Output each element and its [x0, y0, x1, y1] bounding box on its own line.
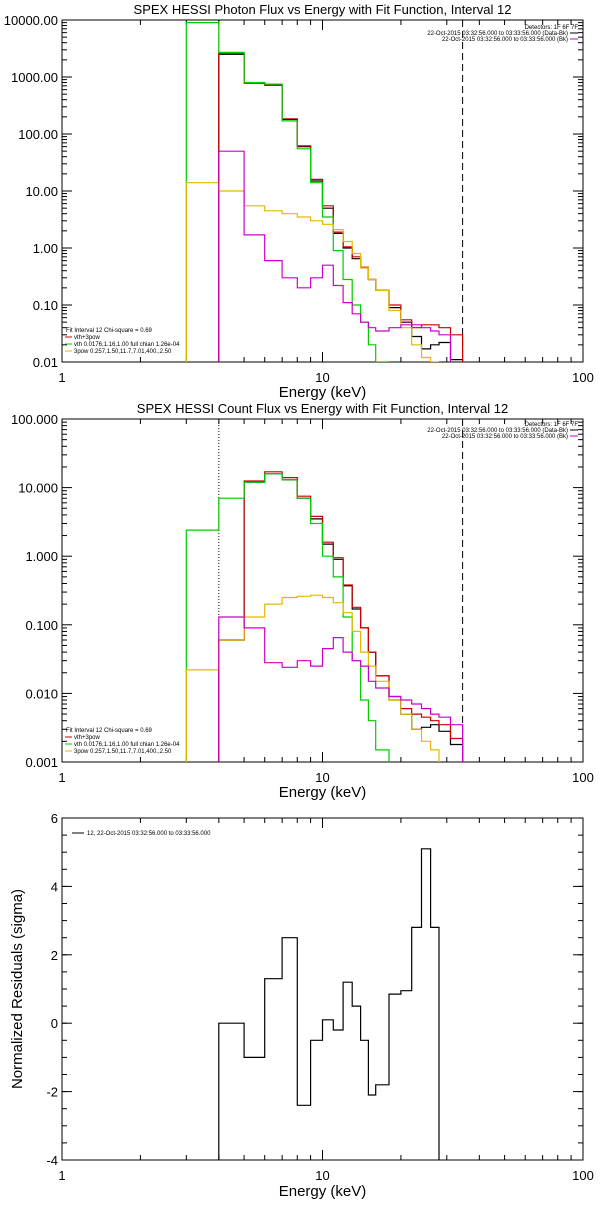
x-axis-label: Energy (keV)	[279, 384, 367, 401]
legend-text: vth 0.0176,1.16,1.00 full chian 1.26e-04	[74, 342, 180, 348]
data-series-group	[185, 22, 464, 362]
y-tick-label: 10.00	[25, 184, 58, 199]
header-text: 22-Oct-2015 03:32:56.000 to 03:33:56.000…	[427, 428, 568, 434]
series-background	[218, 616, 464, 762]
series-vth+3pow	[218, 52, 464, 362]
y-tick-label: 1000.00	[11, 70, 58, 85]
y-tick-label: 1.00	[33, 241, 58, 256]
legend-text: 12, 22-Oct-2015 03:32:56.000 to 03:33:56…	[87, 831, 211, 837]
y-tick-label: -2	[46, 1085, 58, 1100]
plot-frame	[61, 817, 584, 1161]
y-tick-label: 0.001	[25, 755, 58, 770]
x-tick-label: 100	[572, 1168, 594, 1183]
header-text: 22-Oct-2015 03:32:56.000 to 03:33:56.000…	[442, 434, 568, 440]
y-axis-label: Normalized Residuals (sigma)	[9, 889, 26, 1089]
series-residuals	[218, 848, 440, 1160]
chart-panel-1: SPEX HESSI Photon Flux vs Energy with Fi…	[4, 2, 594, 401]
series-3pow	[185, 594, 440, 762]
x-tick-label: 1	[58, 370, 65, 385]
series-3pow	[185, 182, 439, 362]
y-tick-label: 100.00	[18, 127, 58, 142]
legend-text: Fit Interval 12 Chi-square = 0.69	[66, 328, 153, 334]
data-series-group	[185, 471, 464, 762]
y-tick-label: 4	[51, 879, 58, 894]
x-tick-label: 1	[58, 770, 65, 785]
y-tick-label: 0	[51, 1016, 58, 1031]
x-tick-label: 10	[315, 770, 329, 785]
y-tick-label: 0.100	[25, 618, 58, 633]
x-tick-label: 100	[572, 770, 594, 785]
y-tick-label: 1.000	[25, 549, 58, 564]
legend-text: 3pow 0.257,1.50,11.7,7.01,400.,2.50	[74, 749, 172, 755]
chart-title: SPEX HESSI Photon Flux vs Energy with Fi…	[134, 2, 512, 17]
y-tick-label: 0.01	[33, 355, 58, 370]
series-vth	[185, 22, 389, 362]
series-data	[218, 53, 464, 362]
series-vth	[185, 473, 390, 762]
y-tick-label: 2	[51, 948, 58, 963]
chart-title: SPEX HESSI Count Flux vs Energy with Fit…	[137, 401, 508, 416]
x-axis-label: Energy (keV)	[279, 784, 367, 801]
y-tick-label: 0.010	[25, 686, 58, 701]
x-tick-label: 1	[58, 1168, 65, 1183]
y-tick-label: 0.10	[33, 298, 58, 313]
legend-text: vth 0.0176,1.16,1.00 full chian 1.26e-04	[74, 742, 180, 748]
legend-text: Fit Interval 12 Chi-square = 0.69	[66, 728, 153, 734]
y-tick-label: 6	[51, 811, 58, 826]
plot-frame	[61, 418, 584, 763]
series-data	[218, 473, 464, 762]
y-tick-label: 10000.00	[4, 13, 58, 28]
x-tick-label: 10	[315, 370, 329, 385]
y-tick-label: 100.000	[11, 412, 58, 427]
series-background	[218, 150, 452, 362]
x-tick-label: 100	[572, 370, 594, 385]
chart-panel-2: SPEX HESSI Count Flux vs Energy with Fit…	[11, 401, 594, 801]
legend-text: 3pow 0.257,1.50,11.7,7.01,400.,2.50	[74, 349, 172, 355]
x-tick-label: 10	[315, 1168, 329, 1183]
header-text: Detectors: 1F 6F 7F	[525, 422, 579, 428]
y-tick-label: -4	[46, 1153, 58, 1168]
legend-text: vth+3pow	[74, 735, 101, 741]
header-text: 22-Oct-2015 03:32:56.000 to 03:33:56.000…	[442, 37, 568, 43]
header-text: 22-Oct-2015 03:32:56.000 to 03:33:56.000…	[427, 31, 568, 37]
chart-panel-3: 1 10 100 6 4 2 0 -2 -4 Energy (keV) Normalized Res…	[9, 811, 594, 1200]
legend-text: vth+3pow	[74, 335, 101, 341]
data-series-group	[218, 848, 440, 1160]
x-axis-label: Energy (keV)	[279, 1183, 367, 1200]
header-text: Detectors: 1F 6F 7F	[525, 25, 579, 31]
y-tick-label: 10.000	[18, 481, 58, 496]
